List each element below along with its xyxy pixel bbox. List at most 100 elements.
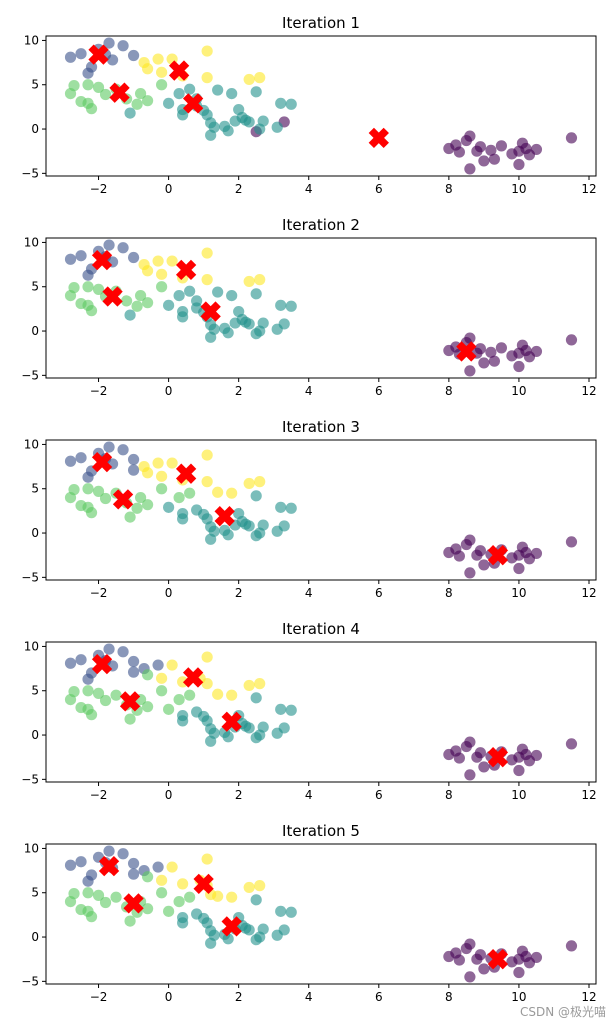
data-point-blue xyxy=(127,251,140,264)
data-point-blue xyxy=(64,51,77,63)
y-tick-label: 10 xyxy=(24,33,39,47)
data-point-yellow xyxy=(226,891,238,903)
data-point-green xyxy=(82,79,94,91)
data-point-blue xyxy=(127,655,140,668)
data-point-yellow xyxy=(212,688,224,700)
data-point-teal xyxy=(222,933,234,945)
axes-frame xyxy=(45,237,597,379)
data-point-blue xyxy=(82,269,94,281)
axes-frame xyxy=(45,641,597,783)
data-point-teal xyxy=(177,311,189,323)
data-point-teal xyxy=(285,906,297,918)
data-point-yellow xyxy=(156,268,168,280)
x-tick-label: 6 xyxy=(375,384,383,398)
centroid-marker xyxy=(200,301,221,322)
data-point-green xyxy=(124,713,136,725)
data-point-teal xyxy=(240,720,252,732)
data-point-teal xyxy=(173,289,185,302)
data-point-purple xyxy=(495,140,508,152)
data-point-teal xyxy=(191,504,203,516)
data-point-green xyxy=(92,687,105,699)
x-tick-label: −2 xyxy=(90,788,108,802)
data-point-purple xyxy=(530,345,543,358)
data-point-teal xyxy=(212,84,224,96)
data-point-purple xyxy=(478,963,490,975)
data-point-yellow xyxy=(243,881,255,894)
x-tick-label: 12 xyxy=(581,990,596,1004)
centroid-marker xyxy=(182,667,204,688)
data-point-teal xyxy=(212,286,224,298)
data-point-teal xyxy=(208,929,220,941)
y-tick-label: 10 xyxy=(24,235,39,249)
x-tick-label: 10 xyxy=(511,384,526,398)
data-point-green xyxy=(134,289,147,302)
centroid-marker xyxy=(221,711,242,732)
y-tick-label: 5 xyxy=(31,684,39,698)
centroid-marker xyxy=(175,259,197,281)
y-tick-label: −5 xyxy=(21,570,39,584)
y-tick-label: −5 xyxy=(21,772,39,786)
subplot-iteration-4: Iteration 4 −2 0 2 4 6 8 10 12 −5 0 5 10 xyxy=(21,620,596,802)
data-point-green xyxy=(163,905,175,917)
data-point-purple xyxy=(474,545,486,557)
data-point-yellow xyxy=(226,487,238,499)
data-point-teal xyxy=(250,328,262,340)
data-point-teal xyxy=(285,98,297,110)
data-point-green xyxy=(124,511,136,523)
data-point-teal xyxy=(250,86,262,98)
x-tick-label: 8 xyxy=(445,182,453,196)
data-point-green xyxy=(141,499,154,511)
data-point-yellow xyxy=(166,255,178,267)
data-point-purple xyxy=(565,940,578,952)
data-point-yellow xyxy=(156,66,168,78)
data-point-purple xyxy=(485,346,497,358)
data-point-green xyxy=(75,701,87,714)
data-point-green xyxy=(184,487,196,499)
data-point-teal xyxy=(257,721,269,733)
data-point-green xyxy=(131,98,143,110)
data-point-blue xyxy=(127,49,140,62)
data-point-teal xyxy=(275,97,287,109)
points-layer xyxy=(64,643,578,781)
data-point-green xyxy=(156,887,168,899)
data-point-green xyxy=(68,686,80,698)
data-point-purple xyxy=(464,163,476,175)
data-point-blue xyxy=(75,48,87,60)
data-point-teal xyxy=(250,894,262,906)
data-point-green xyxy=(110,891,122,903)
data-point-blue xyxy=(82,673,94,685)
x-tick-label: −2 xyxy=(90,586,108,600)
data-point-yellow xyxy=(201,476,213,488)
data-point-teal xyxy=(222,327,234,339)
data-point-blue xyxy=(127,464,140,476)
data-point-teal xyxy=(177,715,189,727)
data-point-blue xyxy=(152,659,164,671)
x-tick-label: 6 xyxy=(375,788,383,802)
data-point-yellow xyxy=(152,53,164,65)
data-point-green xyxy=(75,903,87,916)
subplot-title: Iteration 3 xyxy=(282,418,360,436)
data-point-teal xyxy=(173,87,185,100)
y-tick-label: −5 xyxy=(21,974,39,988)
data-point-yellow xyxy=(201,853,213,865)
data-point-teal xyxy=(278,924,290,936)
data-point-teal xyxy=(240,316,252,328)
x-tick-label: 0 xyxy=(165,788,173,802)
y-tick-label: 0 xyxy=(31,728,39,742)
subplot-title: Iteration 2 xyxy=(282,216,360,234)
data-point-purple xyxy=(464,971,476,983)
data-point-teal xyxy=(250,288,262,300)
data-point-blue xyxy=(82,471,94,483)
y-tick-label: 5 xyxy=(31,280,39,294)
data-point-blue xyxy=(64,253,77,265)
data-point-purple xyxy=(513,764,525,777)
data-point-green xyxy=(134,491,147,504)
x-tick-label: 0 xyxy=(165,384,173,398)
data-point-teal xyxy=(257,317,269,329)
centroid-marker xyxy=(102,286,123,307)
data-point-teal xyxy=(191,302,203,314)
x-tick-label: 10 xyxy=(511,586,526,600)
x-tick-label: 6 xyxy=(375,586,383,600)
data-point-yellow xyxy=(201,247,213,259)
data-point-blue xyxy=(117,242,129,254)
